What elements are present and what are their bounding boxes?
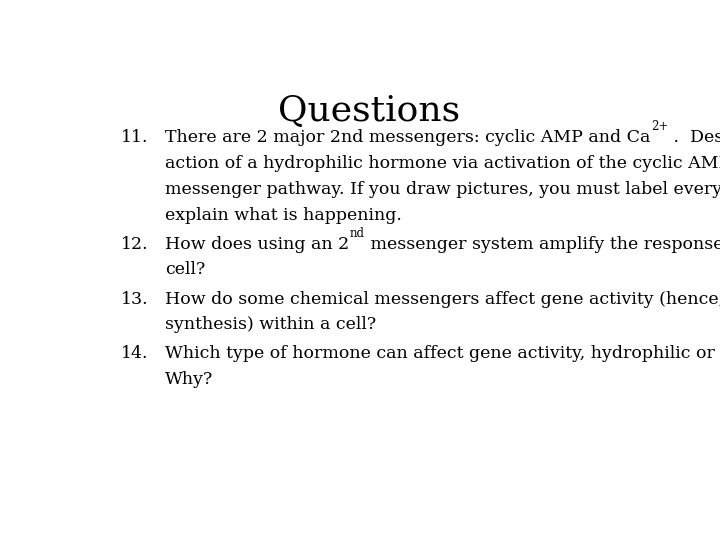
Text: How do some chemical messengers affect gene activity (hence, protein: How do some chemical messengers affect g… xyxy=(166,291,720,308)
Text: 14.: 14. xyxy=(121,346,148,362)
Text: 13.: 13. xyxy=(121,291,148,308)
Text: How does using an 2: How does using an 2 xyxy=(166,235,350,253)
Text: There are 2 major 2nd messengers: cyclic AMP and Ca: There are 2 major 2nd messengers: cyclic… xyxy=(166,129,651,146)
Text: action of a hydrophilic hormone via activation of the cyclic AMP 2: action of a hydrophilic hormone via acti… xyxy=(166,155,720,172)
Text: nd: nd xyxy=(350,227,364,240)
Text: 2+: 2+ xyxy=(651,120,668,133)
Text: messenger pathway. If you draw pictures, you must label everything and: messenger pathway. If you draw pictures,… xyxy=(166,181,720,198)
Text: 12.: 12. xyxy=(121,235,148,253)
Text: Which type of hormone can affect gene activity, hydrophilic or lipophilic?: Which type of hormone can affect gene ac… xyxy=(166,346,720,362)
Text: explain what is happening.: explain what is happening. xyxy=(166,207,402,224)
Text: messenger system amplify the response inside the: messenger system amplify the response in… xyxy=(364,235,720,253)
Text: synthesis) within a cell?: synthesis) within a cell? xyxy=(166,316,377,333)
Text: 11.: 11. xyxy=(121,129,148,146)
Text: Why?: Why? xyxy=(166,371,214,388)
Text: .  Describe the: . Describe the xyxy=(668,129,720,146)
Text: Questions: Questions xyxy=(278,94,460,128)
Text: cell?: cell? xyxy=(166,261,206,279)
